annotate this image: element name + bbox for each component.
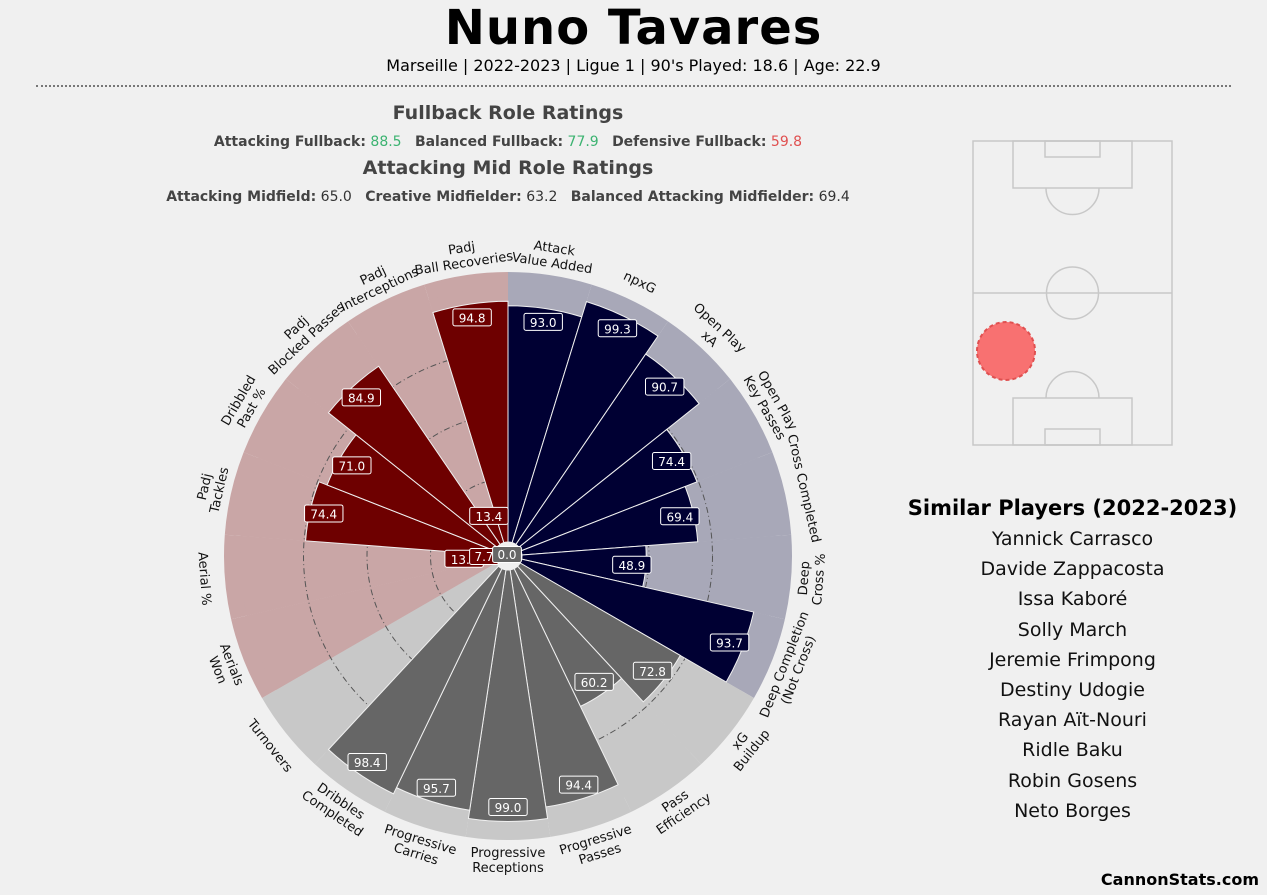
category-label: AttackValue Added — [511, 235, 596, 277]
value-label: 90.7 — [651, 381, 678, 395]
fb-value-0: 88.5 — [370, 134, 402, 150]
similar-player: Destiny Udogie — [1000, 678, 1145, 701]
fb-value-2: 59.8 — [770, 134, 803, 150]
similar-player: Solly March — [1017, 618, 1128, 641]
value-label: 93.0 — [530, 316, 557, 330]
bar-dribbles-completed — [327, 565, 503, 795]
center-value-box — [492, 546, 522, 563]
am-label-1: Creative Midfielder: — [365, 189, 522, 205]
background-sector — [246, 559, 496, 690]
value-label-box — [523, 312, 563, 331]
am-value-0: 65.0 — [320, 189, 352, 205]
attacking-mid-ratings-title: Attacking Mid Role Ratings — [362, 157, 654, 179]
value-label-box — [304, 504, 344, 523]
value-label: 84.9 — [348, 391, 375, 405]
similar-player: Yannick Carrasco — [991, 528, 1154, 550]
value-label-box — [660, 507, 700, 526]
value-label-box — [332, 456, 372, 475]
value-label-box — [347, 753, 387, 772]
center-value-label: 7.7 — [474, 550, 493, 564]
value-label: 94.4 — [565, 779, 592, 793]
value-label: 94.8 — [459, 311, 486, 325]
value-label-box — [452, 308, 492, 327]
value-label-box — [709, 633, 750, 652]
similar-player: Ridle Baku — [1022, 739, 1123, 762]
pitch-position-map — [972, 140, 1173, 446]
background-sector — [275, 563, 499, 753]
pizza-chart-layer: 93.0 99.3 90.7 74.4 69.4 48.9 93.7 72.8 60.2 94.4… — [193, 234, 829, 876]
value-label-box — [558, 775, 599, 794]
similar-players-list: Yannick Carrasco Davide Zappacosta Issa … — [900, 524, 1245, 826]
value-label-box — [597, 319, 638, 338]
value-label-box — [632, 661, 673, 680]
player-position-marker — [976, 321, 1036, 381]
fullback-ratings-title: Fullback Role Ratings — [392, 102, 624, 124]
similar-player: Davide Zappacosta — [980, 558, 1165, 581]
category-label: npxG — [621, 269, 658, 297]
similar-player: Issa Kaboré — [1017, 588, 1128, 611]
bar-padj-ball-recoveries — [432, 300, 509, 544]
value-label: 69.4 — [666, 510, 693, 524]
value-label-box — [574, 672, 614, 691]
category-label: AerialsWon — [202, 641, 246, 693]
value-label: 98.4 — [354, 756, 381, 770]
pizza-chart: 93.0 99.3 90.7 74.4 69.4 48.9 93.7 72.8 60.2 94.4… — [193, 234, 829, 876]
value-label: 99.0 — [495, 801, 522, 815]
category-label: PadjTackles — [193, 462, 233, 516]
similar-player: Robin Gosens — [1007, 769, 1138, 792]
fb-value-1: 77.9 — [567, 134, 599, 150]
value-label-box — [341, 388, 382, 407]
value-label-box — [416, 778, 457, 797]
value-label: 13.4 — [476, 510, 503, 524]
value-label-box — [651, 452, 692, 471]
similar-player: Neto Borges — [1014, 799, 1131, 822]
fb-label-0: Attacking Fullback: — [213, 134, 366, 150]
attacking-mid-ratings-row: Attacking Midfield: 65.0 Creative Midfie… — [100, 189, 916, 205]
bar-padj-blocked-passes — [327, 365, 501, 548]
value-label: 72.8 — [639, 665, 666, 679]
value-label: 60.2 — [581, 676, 608, 690]
value-label: 99.3 — [604, 322, 631, 336]
category-label: PadjBall Recoveries — [412, 234, 515, 278]
value-label: 71.0 — [338, 459, 365, 473]
value-label: 74.4 — [310, 507, 337, 521]
value-label: 95.7 — [423, 782, 450, 796]
player-info-subtitle: Marseille | 2022-2023 | Ligue 1 | 90's P… — [386, 56, 881, 75]
value-label-box — [644, 377, 685, 396]
am-value-1: 63.2 — [526, 189, 558, 205]
value-label-box — [469, 506, 509, 525]
similar-player: Jeremie Frimpong — [989, 648, 1156, 671]
center-value-label: 0.0 — [497, 548, 516, 562]
bar-npxg — [511, 300, 659, 546]
fb-label-1: Balanced Fullback: — [414, 134, 564, 150]
category-label: Progressive Receptions — [471, 846, 546, 876]
value-label-box — [612, 555, 652, 574]
value-label: 74.4 — [658, 455, 685, 469]
header-divider — [36, 85, 1231, 87]
similar-players-title: Similar Players (2022-2023) — [907, 496, 1238, 520]
bar-progressive-receptions — [467, 569, 549, 822]
similar-player: Rayan Aït-Nouri — [998, 709, 1147, 732]
value-label: 48.9 — [618, 559, 645, 573]
background-sector — [357, 299, 504, 545]
am-label-0: Attacking Midfield: — [166, 189, 317, 205]
am-value-2: 69.4 — [818, 189, 850, 205]
value-label-box — [488, 797, 528, 816]
brand-watermark: CannonStats.com — [1100, 870, 1259, 889]
player-name-title: Nuno Tavares — [444, 0, 823, 56]
category-label: DeepCross % — [795, 552, 829, 606]
fullback-ratings-row: Attacking Fullback: 88.5 Balanced Fullba… — [100, 134, 916, 150]
value-label: 93.7 — [716, 636, 743, 650]
bar-open-play-xa — [515, 353, 700, 548]
am-label-2: Balanced Attacking Midfielder: — [570, 189, 815, 205]
fb-label-2: Defensive Fullback: — [612, 134, 767, 150]
category-label: Aerial % — [194, 551, 213, 606]
